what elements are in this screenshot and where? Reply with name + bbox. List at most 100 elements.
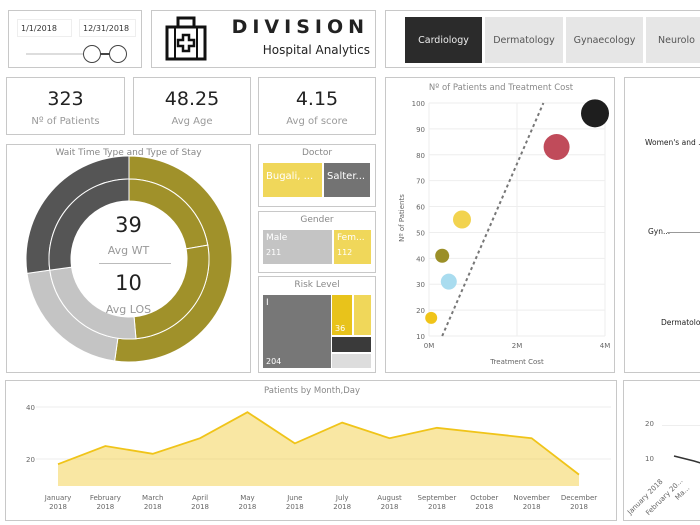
avg-wt-label: Avg WT <box>107 244 150 257</box>
tab-gynaecology[interactable]: Gynaecology <box>566 17 643 63</box>
area-line <box>57 411 580 476</box>
end-date-input[interactable]: 12/31/2018 <box>79 19 136 37</box>
doctor-tile-salter[interactable]: Salter... <box>324 163 370 197</box>
y-tick-label: 40 <box>26 404 35 412</box>
y-tick-label: 80 <box>416 152 425 160</box>
patients-by-month-panel: Patients by Month,Day 40 20 January 2018 Febr… <box>5 380 617 521</box>
start-date-input[interactable]: 1/1/2018 <box>17 19 72 37</box>
scatter-point <box>453 210 471 229</box>
y-tick-label: 60 <box>416 204 425 212</box>
doctor-treemap: Doctor Bugali, ... Salter... <box>258 144 376 207</box>
risk-tile-i[interactable]: I 204 <box>263 295 331 368</box>
y-tick-label: 20 <box>645 420 654 428</box>
gender-label: Male <box>266 233 288 243</box>
x-tick-label: 4M <box>600 342 611 350</box>
medical-kit-icon <box>165 16 207 61</box>
y-tick-label: 70 <box>416 178 425 186</box>
gender-title: Gender <box>300 215 334 225</box>
y-tick-label: 100 <box>412 100 425 108</box>
kpi-patients: 323 Nº of Patients <box>6 77 125 135</box>
kpi-label: Avg of score <box>286 116 348 127</box>
y-tick-label: 20 <box>26 456 35 464</box>
donut-chart <box>25 155 233 363</box>
donut-title: Wait Time Type and Type of Stay <box>55 148 202 158</box>
doctor-title: Doctor <box>301 148 333 158</box>
node-label[interactable]: Dermatolog... <box>661 318 700 327</box>
patients-cost-scatter-panel: Nº of Patients and Treatment Cost 100 90 80… <box>385 77 615 373</box>
x-tick-label: 2M <box>512 342 523 350</box>
y-tick-label: 50 <box>416 229 425 237</box>
gender-treemap: Gender Male 211 Fem... 112 <box>258 211 376 273</box>
risk-count: 204 <box>266 357 282 366</box>
slider-start-handle[interactable] <box>83 45 101 63</box>
connector-line <box>667 232 700 233</box>
area-chart: Patients by Month,Day 40 20 January 2018 Febr… <box>26 386 611 511</box>
wait-time-donut-panel: Wait Time Type and Type of Stay 39 Avg W… <box>6 144 251 373</box>
slider-end-handle[interactable] <box>109 45 127 63</box>
gender-tile-female[interactable]: Fem... 112 <box>334 230 371 264</box>
gender-label: Fem... <box>337 233 365 243</box>
risk-tile-4[interactable] <box>332 337 371 352</box>
slider-track <box>26 53 126 55</box>
y-tick-label: 30 <box>416 281 425 289</box>
kpi-label: Nº of Patients <box>31 116 100 127</box>
scatter-point <box>543 134 570 161</box>
page-title: DIVISION <box>231 16 369 38</box>
kpi-label: Avg Age <box>171 116 213 127</box>
y-tick-label: 40 <box>416 255 425 263</box>
division-decomposition-panel: Women's and ... Gyn... Dermatolog... <box>624 77 700 373</box>
node-label[interactable]: Gyn... <box>648 227 671 236</box>
x-tick-label: September 2018 <box>418 494 457 511</box>
tab-cardiology[interactable]: Cardiology <box>405 17 482 63</box>
x-tick-label: March 2018 <box>142 494 163 511</box>
date-range-slicer: 1/1/2018 12/31/2018 <box>8 10 142 68</box>
risk-tile-5[interactable] <box>332 354 371 368</box>
kpi-value: 48.25 <box>164 88 220 110</box>
center-divider <box>99 263 171 264</box>
avg-los-value: 10 <box>115 271 142 295</box>
x-tick-label: April 2018 <box>191 494 209 511</box>
x-tick-label: January 2018 <box>44 494 72 511</box>
division-tabs: Cardiology Dermatology Gynaecology Neuro… <box>385 10 700 68</box>
y-tick-label: 90 <box>416 126 425 134</box>
scatter-point <box>425 311 438 324</box>
x-tick-label: 0M <box>424 342 435 350</box>
avg-los-label: Avg LOS <box>105 303 152 316</box>
area-fill <box>58 412 579 486</box>
y-axis-label: Nº of Patients <box>398 194 406 242</box>
risk-level-treemap: Risk Level I 204 36 <box>258 276 376 373</box>
gender-count: 211 <box>266 248 282 257</box>
tab-dermatology[interactable]: Dermatology <box>485 17 563 63</box>
gender-tile-male[interactable]: Male 211 <box>263 230 332 264</box>
x-tick-label: August 2018 <box>377 494 402 511</box>
doctor-tile-bugali[interactable]: Bugali, ... <box>263 163 322 197</box>
x-tick-label: February 2018 <box>90 494 121 511</box>
x-axis-label: Treatment Cost <box>489 358 544 366</box>
scatter-chart: Nº of Patients and Treatment Cost 100 90 80… <box>398 83 611 366</box>
node-label[interactable]: Women's and ... <box>645 138 700 147</box>
x-tick-label: November 2018 <box>513 494 550 511</box>
y-tick-label: 20 <box>416 307 425 315</box>
x-tick-label: June 2018 <box>286 494 304 511</box>
gridline <box>662 425 700 426</box>
tab-neurology[interactable]: Neurolo <box>646 17 700 63</box>
kpi-avg-score: 4.15 Avg of score <box>258 77 376 135</box>
x-tick-label: May 2018 <box>239 494 257 511</box>
line-series <box>673 455 700 464</box>
bottom-right-line-panel: 20 10 January 2018 February 20... Ma... <box>623 380 700 521</box>
gender-count: 112 <box>337 248 353 257</box>
x-tick-label: July 2018 <box>333 494 351 511</box>
kpi-value: 323 <box>47 88 84 110</box>
risk-tile-2[interactable]: 36 <box>332 295 352 335</box>
kpi-value: 4.15 <box>295 88 339 110</box>
risk-count: 36 <box>335 324 346 333</box>
scatter-point <box>440 273 457 290</box>
risk-label: I <box>266 298 269 308</box>
risk-tile-3[interactable] <box>354 295 371 335</box>
risk-title: Risk Level <box>294 280 340 290</box>
title-card: DIVISION Hospital Analytics <box>151 10 376 68</box>
page-subtitle: Hospital Analytics <box>262 43 370 57</box>
kpi-avg-age: 48.25 Avg Age <box>133 77 251 135</box>
x-tick-label: October 2018 <box>470 494 498 511</box>
scatter-point <box>435 248 450 263</box>
